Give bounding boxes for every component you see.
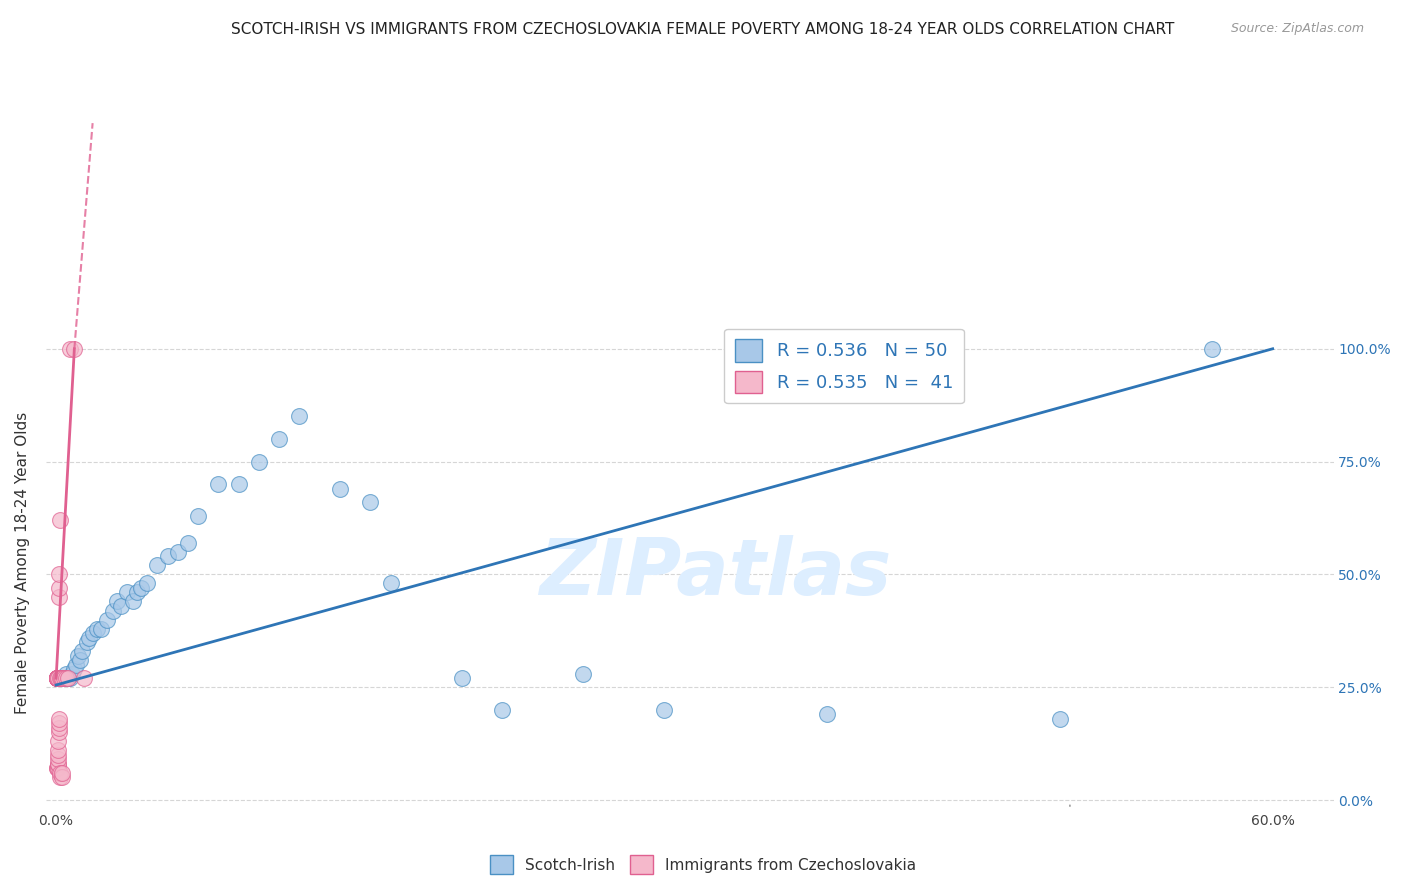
Point [63,342,86,356]
Legend: R = 0.536   N = 50, R = 0.535   N =  41: R = 0.536 N = 50, R = 0.535 N = 41 [724,328,965,403]
Point [129,581,152,595]
Point [288,409,311,424]
Point [51,671,73,685]
Point [48,590,70,604]
Point [46,671,69,685]
Point [45,671,67,685]
Point [49,513,72,527]
Point [228,477,250,491]
Point [51,671,73,685]
Point [156,549,179,564]
Point [51,671,73,685]
Point [491,703,513,717]
Point [60,666,83,681]
Point [48,581,70,595]
Point [115,585,138,599]
Point [46,762,69,776]
Legend: Scotch-Irish, Immigrants from Czechoslovakia: Scotch-Irish, Immigrants from Czechoslov… [484,849,922,880]
Point [46,752,69,766]
Text: Source: ZipAtlas.com: Source: ZipAtlas.com [1230,22,1364,36]
Point [105,594,128,608]
Point [46,762,69,776]
Point [45,671,67,685]
Point [45,671,67,685]
Point [207,477,229,491]
Point [187,508,209,523]
Point [450,671,472,685]
Point [46,756,69,771]
Point [53,671,76,685]
Point [49,671,72,685]
Point [46,762,69,776]
Point [110,599,132,613]
Point [166,545,188,559]
Point [101,603,124,617]
Point [269,432,291,446]
Point [177,536,200,550]
Point [48,725,70,739]
Point [46,734,69,748]
Point [51,766,73,780]
Point [654,703,676,717]
Point [77,631,100,645]
Point [136,576,159,591]
Point [45,671,67,685]
Point [48,716,70,731]
Point [65,657,87,672]
Point [49,766,72,780]
Point [63,662,86,676]
Point [46,671,69,685]
Point [96,613,118,627]
Point [380,576,402,591]
Point [49,671,72,685]
Point [73,671,96,685]
Point [55,671,77,685]
Point [45,671,67,685]
Point [51,771,73,785]
Point [46,671,69,685]
Point [146,558,169,573]
Point [55,671,77,685]
Point [48,567,70,582]
Point [46,743,69,757]
Point [86,622,108,636]
Point [45,671,67,685]
Point [90,622,112,636]
Point [122,594,145,608]
Point [67,648,90,663]
Point [572,666,595,681]
Point [1049,712,1071,726]
Point [48,721,70,735]
Point [53,671,76,685]
Point [59,671,82,685]
Point [82,626,104,640]
Point [69,653,91,667]
Point [55,666,77,681]
Point [46,671,69,685]
Point [247,454,270,468]
Point [46,756,69,771]
Point [58,671,80,685]
Point [48,712,70,726]
Point [59,342,82,356]
Y-axis label: Female Poverty Among 18-24 Year Olds: Female Poverty Among 18-24 Year Olds [15,412,30,714]
Point [45,671,67,685]
Point [51,671,73,685]
Point [58,671,80,685]
Point [127,585,149,599]
Point [76,635,98,649]
Text: SCOTCH-IRISH VS IMMIGRANTS FROM CZECHOSLOVAKIA FEMALE POVERTY AMONG 18-24 YEAR O: SCOTCH-IRISH VS IMMIGRANTS FROM CZECHOSL… [232,22,1174,37]
Point [49,771,72,785]
Point [45,671,67,685]
Text: ZIPatlas: ZIPatlas [540,535,891,611]
Point [329,482,352,496]
Point [72,644,94,658]
Point [815,707,838,722]
Point [359,495,381,509]
Point [46,671,69,685]
Point [46,747,69,762]
Point [1201,342,1223,356]
